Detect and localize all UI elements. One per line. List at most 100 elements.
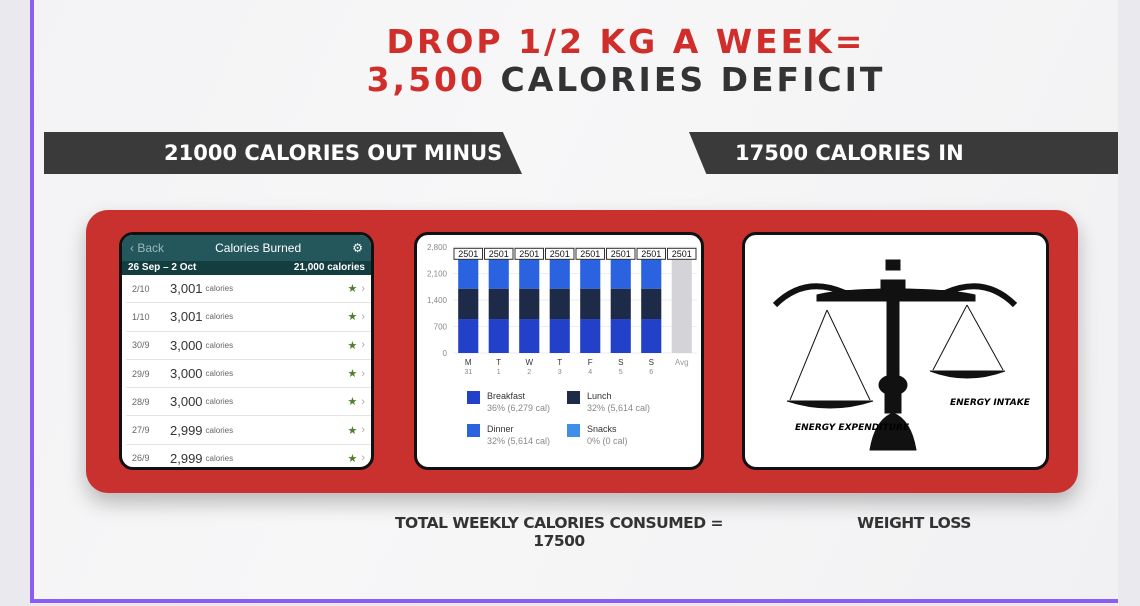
row-calories: 3,001 (170, 281, 203, 297)
avg-bar (671, 258, 692, 353)
star-icon: ★ (347, 424, 358, 437)
calories-burned-screen: ‹ Back Calories Burned ⚙ 26 Sep – 2 Oct 2… (119, 232, 374, 470)
total-label: 2501 (458, 249, 478, 259)
x-tick-day: S (618, 358, 623, 367)
y-tick-label: 1,400 (427, 296, 448, 305)
star-icon: ★ (347, 339, 358, 352)
x-tick-day: W (525, 358, 533, 367)
total-label-box (453, 247, 483, 260)
screen-title: Calories Burned (215, 241, 302, 255)
star-icon: ★ (347, 396, 358, 409)
total-label-box (514, 247, 544, 260)
total-label-box (636, 247, 666, 260)
y-tick-label: 700 (434, 323, 448, 332)
bar-segment-dinner (641, 258, 662, 289)
legend-swatch (467, 424, 480, 437)
title-line-2: 3,500 CALORIES DEFICIT (84, 60, 1118, 99)
bar-segment-breakfast (549, 319, 570, 353)
row-unit: calories (205, 369, 234, 379)
legend-name: Snacks (587, 424, 617, 434)
bar-segment-lunch (610, 288, 631, 320)
chevron-right-icon: › (361, 452, 365, 465)
row-unit: calories (205, 312, 234, 322)
chevron-right-icon: › (361, 395, 365, 408)
slide: DROP 1/2 KG A WEEK= 3,500 CALORIES DEFIC… (30, 0, 1118, 603)
calorie-day-row[interactable]: 30/9 3,000 calories ★ › (126, 332, 371, 360)
bar-segment-breakfast (580, 319, 601, 353)
y-tick-label: 2,100 (427, 270, 448, 279)
deficit-number: 3,500 (366, 60, 486, 99)
star-icon: ★ (347, 311, 358, 324)
row-date: 29/9 (132, 368, 150, 379)
total-label: 2501 (641, 249, 661, 259)
row-calories: 2,999 (170, 450, 203, 466)
bar-segment-lunch (641, 288, 662, 320)
calorie-day-row[interactable]: 26/9 2,999 calories ★ › (126, 445, 371, 467)
total-label: 2501 (672, 249, 692, 259)
row-date: 28/9 (132, 396, 150, 407)
x-tick-day: S (649, 358, 654, 367)
chevron-right-icon: › (361, 339, 365, 352)
calorie-day-row[interactable]: 29/9 3,000 calories ★ › (126, 360, 371, 389)
x-tick-date: 31 (464, 369, 472, 376)
bar-segment-dinner (458, 258, 479, 289)
x-tick-date: 2 (527, 369, 531, 376)
bar-segment-dinner (610, 258, 631, 289)
total-label: 2501 (489, 249, 509, 259)
total-label-box (575, 247, 605, 260)
bar-segment-lunch (580, 288, 601, 320)
calorie-day-row[interactable]: 27/9 2,999 calories ★ › (126, 416, 371, 445)
back-button[interactable]: ‹ Back (130, 241, 165, 255)
row-date: 1/10 (132, 311, 150, 322)
calorie-day-row[interactable]: 1/10 3,001 calories ★ › (126, 303, 371, 332)
total-label: 2501 (550, 249, 570, 259)
week-summary: 26 Sep – 2 Oct 21,000 calories (122, 261, 371, 275)
star-icon: ★ (347, 368, 358, 381)
legend-swatch (567, 424, 580, 437)
chevron-right-icon: › (361, 424, 365, 437)
bar-segment-lunch (458, 288, 479, 320)
row-date: 27/9 (132, 425, 150, 436)
calorie-day-row[interactable]: 28/9 3,000 calories ★ › (126, 388, 371, 417)
legend-percent: 32% (5,614 cal) (487, 436, 551, 446)
gear-icon[interactable]: ⚙ (352, 241, 363, 255)
x-tick-date: 6 (649, 369, 653, 376)
bar-segment-lunch (519, 288, 540, 320)
bar-segment-breakfast (488, 319, 509, 353)
row-calories: 2,999 (170, 422, 203, 438)
x-tick-date: 1 (497, 369, 501, 376)
calories-in-banner: 17500 CALORIES IN (689, 132, 1118, 174)
row-date: 2/10 (132, 283, 150, 294)
total-label: 2501 (519, 249, 539, 259)
y-tick-label: 2,800 (427, 243, 448, 252)
legend-swatch (467, 391, 480, 404)
legend-swatch (567, 391, 580, 404)
legend-percent: 36% (6,279 cal) (487, 403, 551, 413)
x-tick-day: T (496, 358, 501, 367)
bar-segment-lunch (488, 288, 509, 320)
bar-segment-breakfast (610, 319, 631, 353)
balance-scale-image: ENERGY EXPENDITURE ENERGY INTAKE (742, 232, 1049, 470)
x-tick-date: 5 (619, 369, 623, 376)
bar-segment-dinner (549, 258, 570, 289)
star-icon: ★ (347, 452, 358, 465)
bar-segment-dinner (488, 258, 509, 289)
x-tick-day: M (465, 358, 472, 367)
row-unit: calories (205, 425, 234, 435)
total-label-box (545, 247, 575, 260)
stacked-bar-chart: 0 700 1,400 2,100 2,800 2501 M 31 2501 T 1 2501 W 2 25… (427, 243, 697, 376)
total-label: 2501 (611, 249, 631, 259)
weight-loss-caption: WEIGHT LOSS (857, 514, 971, 532)
bar-segment-dinner (519, 258, 540, 289)
title-line-1: DROP 1/2 KG A WEEK= (386, 22, 866, 61)
row-date: 30/9 (132, 340, 150, 351)
bar-segment-lunch (549, 288, 570, 320)
legend-name: Dinner (487, 424, 514, 434)
row-calories: 3,000 (170, 366, 203, 382)
total-label-box (484, 247, 514, 260)
row-calories: 3,001 (170, 309, 203, 325)
total-label-box (667, 247, 697, 260)
calorie-day-row[interactable]: 2/10 3,001 calories ★ › (126, 275, 371, 304)
row-calories: 3,000 (170, 394, 203, 410)
bar-segment-breakfast (641, 319, 662, 353)
